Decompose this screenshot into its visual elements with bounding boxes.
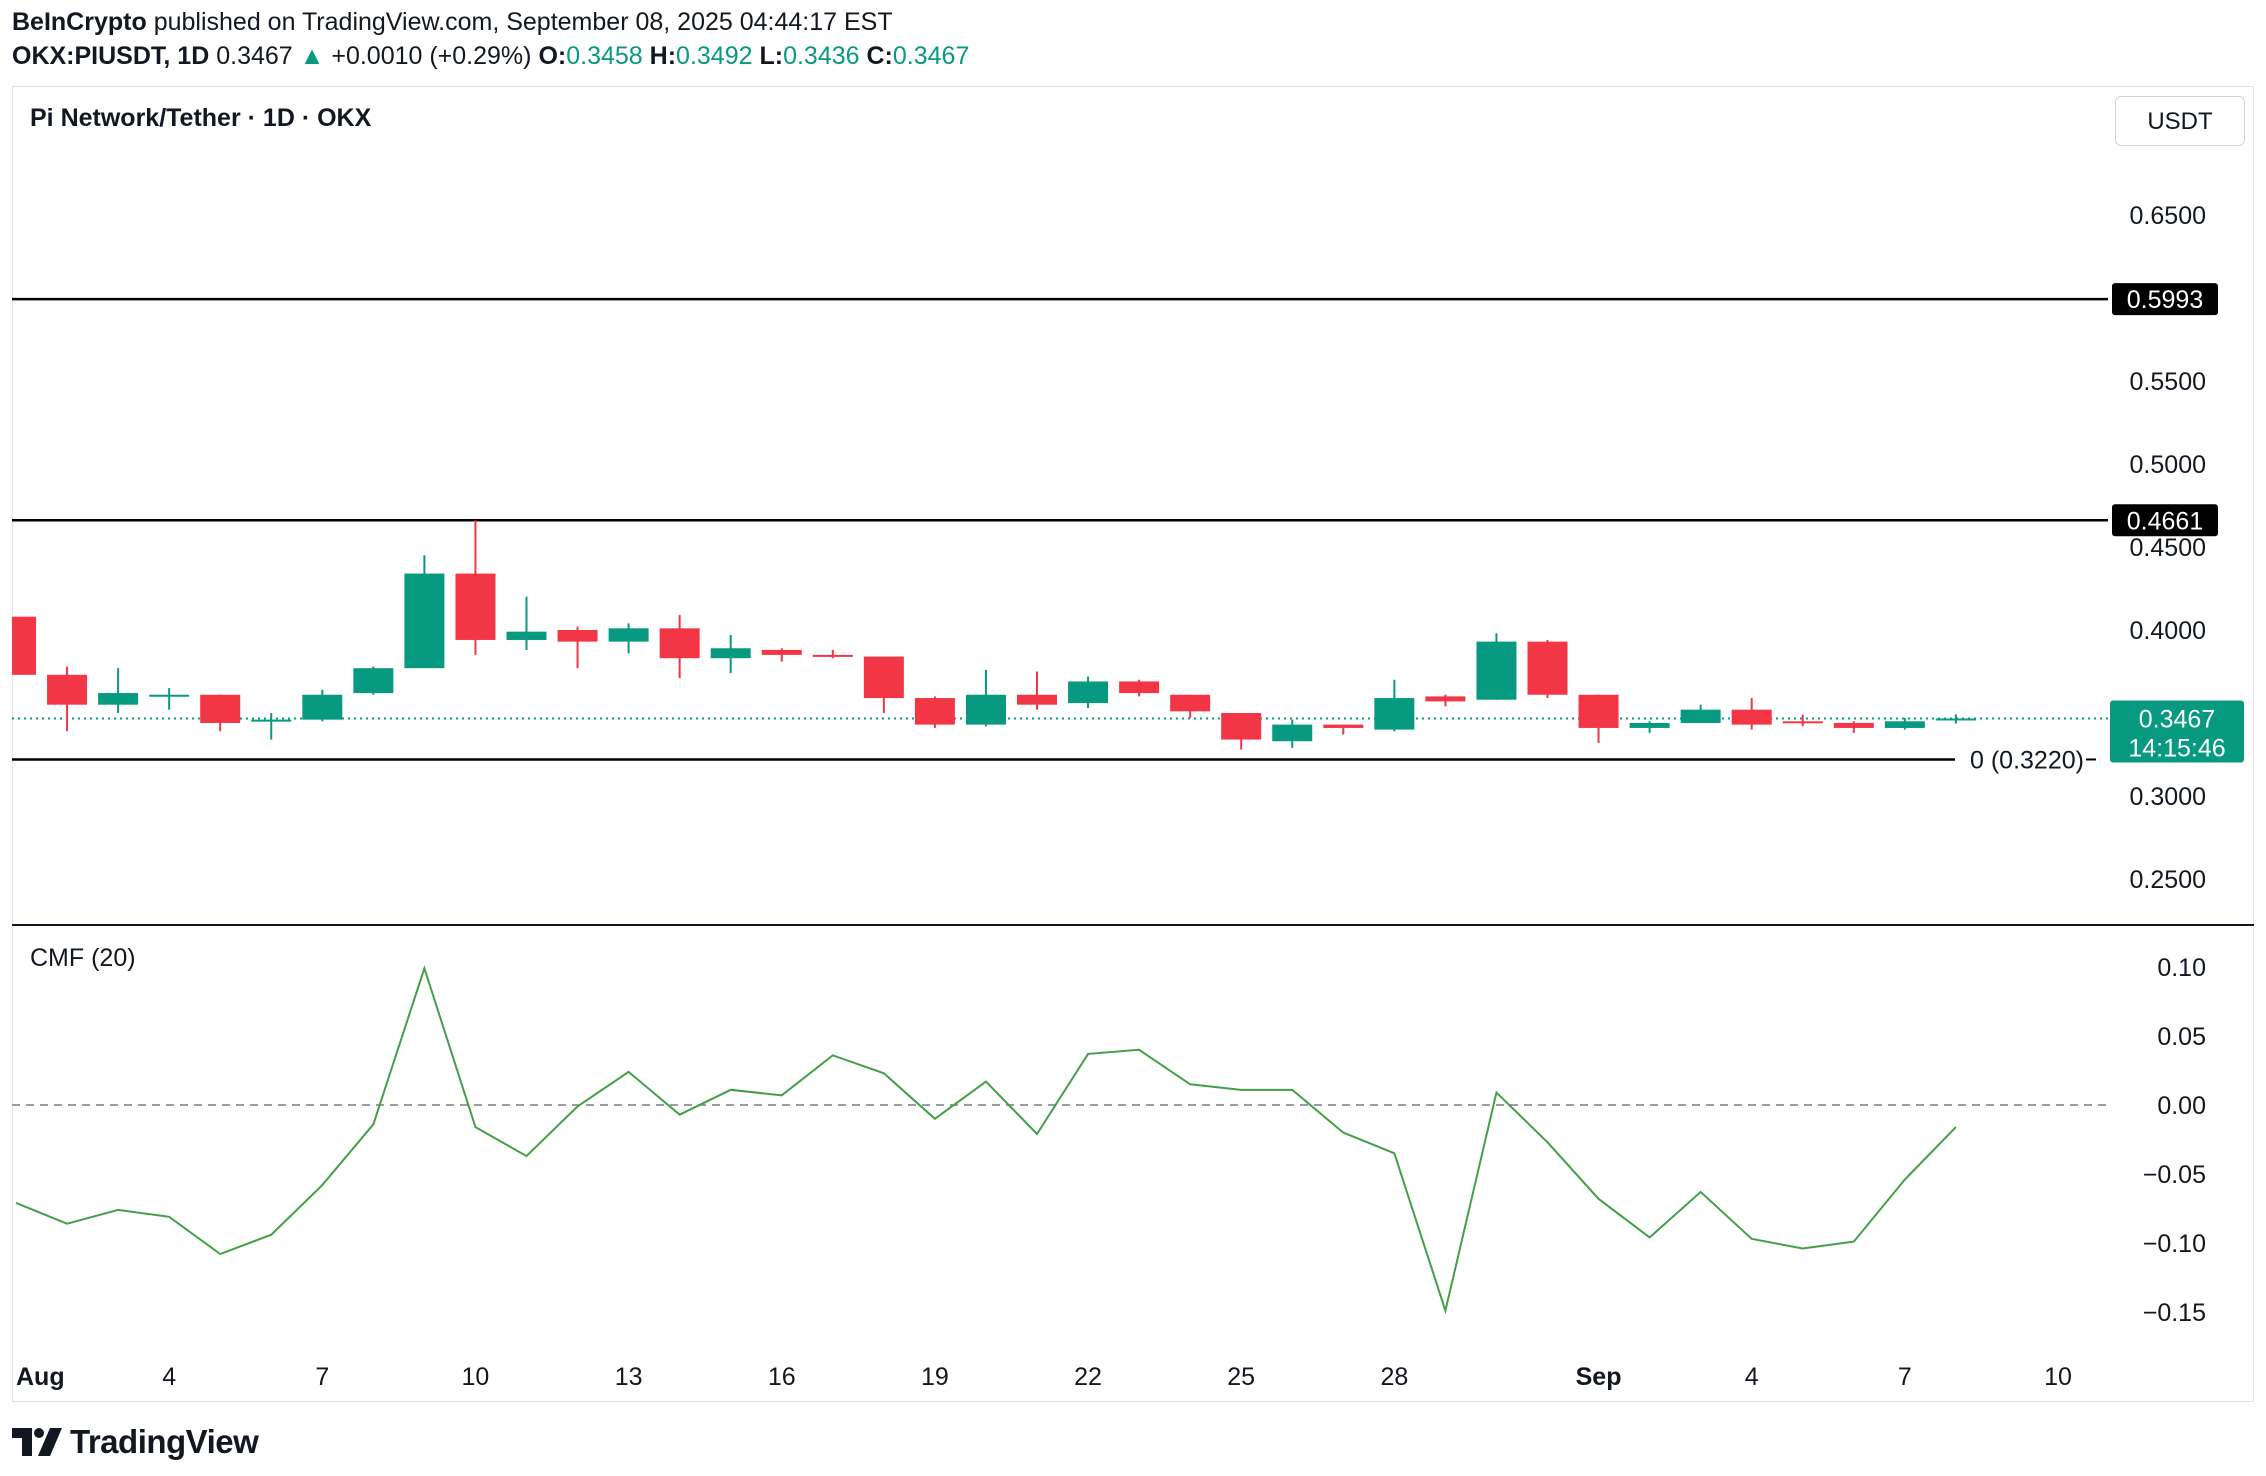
price-tick-label: 0.6500	[2130, 202, 2206, 230]
candle-body	[1527, 641, 1568, 695]
currency-button[interactable]: USDT	[2115, 96, 2245, 146]
open-value: 0.3458	[566, 42, 643, 70]
tradingview-logo[interactable]: TradingView	[12, 1422, 259, 1462]
candle-body	[1425, 696, 1466, 702]
candle-body	[761, 649, 802, 655]
triangle-up-icon: ▲	[299, 42, 325, 70]
countdown-label: 14:15:46	[2128, 734, 2225, 762]
cmf-pane-title: CMF (20)	[30, 944, 136, 972]
tradingview-logo-icon	[12, 1428, 62, 1456]
time-tick-label: 22	[1074, 1363, 1102, 1391]
low-label: L:	[759, 42, 784, 70]
candle-body	[710, 648, 751, 659]
candle-body	[200, 694, 241, 723]
time-tick-label: 4	[1745, 1363, 1759, 1391]
open-label: O:	[538, 42, 567, 70]
candle-body	[557, 630, 598, 642]
candle-body	[863, 656, 904, 699]
last-price-label: 0.3467	[2139, 705, 2215, 733]
time-tick-label: 13	[615, 1363, 643, 1391]
ohlc-legend: OKX:PIUSDT, 1D 0.3467 ▲ +0.0010 (+0.29%)…	[12, 42, 969, 71]
cmf-tick-label: −0.05	[2143, 1161, 2206, 1189]
candle-body	[914, 698, 955, 725]
cmf-tick-label: 0.00	[2157, 1092, 2206, 1120]
low-value: 0.3436	[783, 42, 860, 70]
candle-body	[149, 694, 190, 697]
price-tick-label: 0.2500	[2130, 866, 2206, 894]
candle-body	[1323, 724, 1364, 728]
publish-info: BeInCrypto published on TradingView.com,…	[12, 8, 893, 37]
time-tick-label: 4	[162, 1363, 176, 1391]
close-value: 0.3467	[892, 42, 970, 70]
candle-body	[302, 694, 343, 720]
candle-body	[1221, 713, 1262, 740]
tradingview-wordmark: TradingView	[70, 1423, 259, 1460]
candle-body	[1935, 718, 1976, 721]
candle-body	[251, 719, 292, 722]
main-pane-title: Pi Network/Tether · 1D · OKX	[30, 104, 372, 132]
price-change: +0.0010 (+0.29%)	[331, 42, 532, 70]
time-tick-label: 28	[1380, 1363, 1408, 1391]
close-label: C:	[866, 42, 893, 70]
candle-body	[47, 674, 88, 705]
published-text: published on TradingView.com, September …	[153, 8, 893, 36]
candle-body	[1170, 694, 1211, 712]
price-tick-label: 0.3000	[2130, 783, 2206, 811]
time-tick-label: 7	[1898, 1363, 1912, 1391]
time-tick-label: 7	[315, 1363, 329, 1391]
last-price: 0.3467	[216, 42, 293, 70]
level-label-box	[2112, 504, 2218, 537]
price-tick-label: 0.5500	[2130, 368, 2206, 396]
high-value: 0.3492	[676, 42, 753, 70]
chart-frame	[12, 86, 2254, 1402]
last-price-box	[2110, 700, 2244, 763]
level-label: 0.5993	[2127, 286, 2203, 314]
level-label-box	[2112, 283, 2218, 316]
candle-body	[1017, 694, 1057, 705]
price-tick-label: 0.4500	[2130, 534, 2206, 562]
candle-body	[1068, 681, 1109, 704]
candle-body	[1476, 641, 1517, 700]
candle-body	[1119, 681, 1160, 694]
time-tick-label: 25	[1227, 1363, 1255, 1391]
time-tick-label: Sep	[1576, 1363, 1622, 1391]
cmf-tick-label: −0.15	[2143, 1299, 2206, 1327]
candle-body	[98, 693, 139, 705]
candle-body	[404, 573, 445, 669]
cmf-tick-label: 0.05	[2157, 1023, 2206, 1051]
candle-body	[1272, 724, 1313, 742]
candle-body	[1731, 709, 1772, 725]
candle-body	[812, 654, 853, 657]
candle-body	[1374, 698, 1415, 730]
cmf-line	[15, 965, 1957, 1315]
candle-body	[659, 628, 700, 659]
publisher-name: BeInCrypto	[12, 8, 147, 36]
fib-zero-label: 0 (0.3220)	[1970, 746, 2084, 774]
cmf-tick-label: −0.10	[2143, 1230, 2206, 1258]
candle-body	[506, 631, 547, 640]
candle-body	[12, 616, 36, 675]
price-tick-label: 0.4000	[2130, 617, 2206, 645]
candle-body	[455, 573, 496, 640]
symbol-label: OKX:PIUSDT, 1D	[12, 42, 210, 70]
price-tick-label: 0.5000	[2130, 451, 2206, 479]
time-tick-label: 10	[2044, 1363, 2072, 1391]
candle-body	[608, 628, 649, 642]
candle-body	[1833, 722, 1874, 728]
candle-body	[1884, 721, 1925, 728]
candle-body	[1782, 721, 1823, 724]
candle-body	[965, 694, 1006, 725]
candle-body	[1578, 694, 1619, 728]
level-label: 0.4661	[2127, 507, 2203, 535]
time-tick-label: 10	[462, 1363, 490, 1391]
cmf-tick-label: 0.10	[2157, 954, 2206, 982]
candle-body	[1629, 722, 1670, 728]
time-tick-label: 19	[921, 1363, 949, 1391]
high-label: H:	[649, 42, 677, 70]
time-tick-label: Aug	[16, 1363, 65, 1391]
time-tick-label: 16	[768, 1363, 796, 1391]
candle-body	[1680, 709, 1721, 723]
candle-body	[353, 668, 394, 694]
